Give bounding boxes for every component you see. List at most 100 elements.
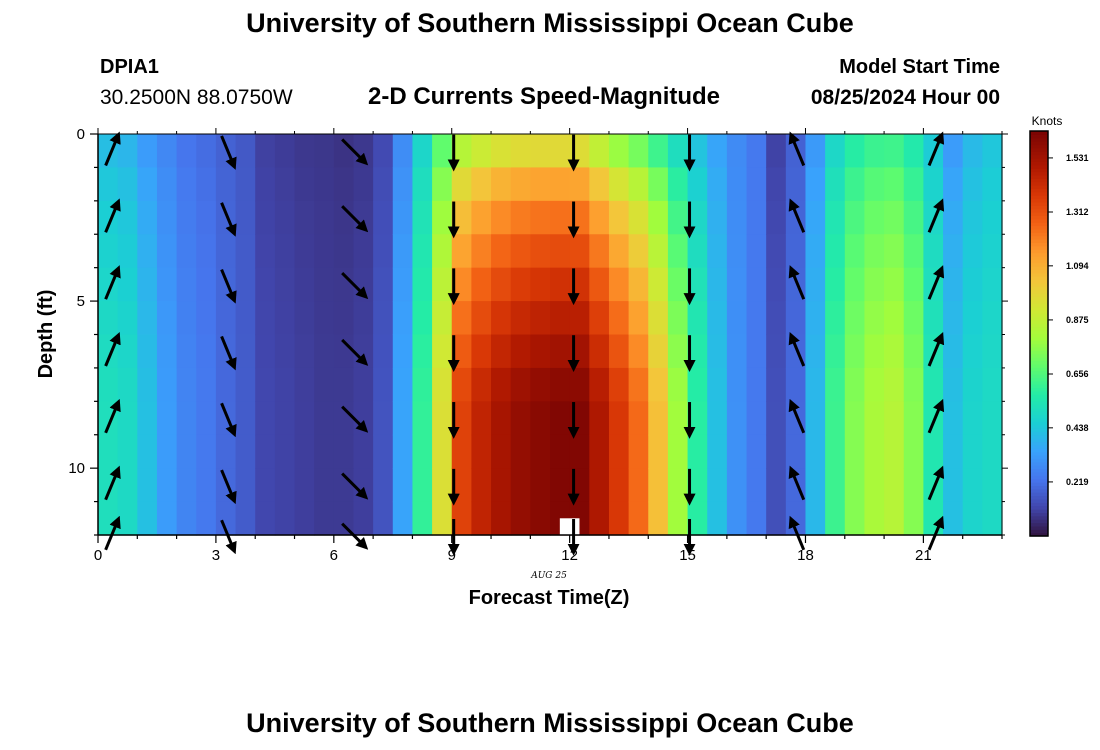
heatmap-cell xyxy=(255,468,276,503)
model-start-value: 08/25/2024 Hour 00 xyxy=(810,86,1000,109)
heatmap-cell xyxy=(196,434,217,469)
heatmap-cell xyxy=(667,434,689,469)
heatmap-cell xyxy=(943,267,964,302)
heatmap-cell xyxy=(353,301,374,336)
heatmap-cell xyxy=(530,267,551,302)
heatmap-cell xyxy=(530,401,551,436)
current-vector-arrow xyxy=(927,398,945,434)
heatmap-cell xyxy=(726,234,748,269)
heatmap-cell xyxy=(962,501,983,536)
colorbar-swatch xyxy=(1030,397,1048,402)
colorbar-tick-label: 1.531 xyxy=(1066,153,1089,163)
heatmap-cell xyxy=(451,367,472,402)
heatmap-cell xyxy=(471,167,492,202)
heatmap-cell xyxy=(392,234,414,269)
heatmap-cell xyxy=(884,334,905,369)
heatmap-cell xyxy=(667,501,689,536)
heatmap-cell xyxy=(608,234,630,269)
heatmap-cell xyxy=(392,434,414,469)
colorbar-swatch xyxy=(1030,509,1048,513)
heatmap-cell xyxy=(235,301,256,336)
colorbar-swatch xyxy=(1030,401,1048,405)
heatmap-cell xyxy=(333,200,355,235)
heatmap-cell xyxy=(274,267,296,302)
colorbar-swatch xyxy=(1030,421,1048,426)
heatmap-cell xyxy=(825,200,846,235)
heatmap-cell xyxy=(844,501,866,536)
colorbar-swatch xyxy=(1030,296,1048,301)
heatmap-cell xyxy=(274,468,296,503)
colorbar-tick-label: 1.094 xyxy=(1066,261,1089,271)
heatmap-cell xyxy=(903,367,924,402)
page-title: University of Southern Mississippi Ocean… xyxy=(246,8,854,38)
heatmap-cell xyxy=(746,234,767,269)
heatmap-cell xyxy=(412,468,433,503)
heatmap-cell xyxy=(667,367,689,402)
heatmap-cell xyxy=(962,301,983,336)
heatmap-cell xyxy=(962,401,983,436)
colorbar-swatch xyxy=(1030,171,1048,176)
colorbar-swatch xyxy=(1030,431,1048,436)
heatmap-cell xyxy=(982,367,1003,402)
heatmap-cell xyxy=(805,267,826,302)
colorbar-swatch xyxy=(1030,225,1048,230)
heatmap-cell xyxy=(412,200,433,235)
heatmap-cell xyxy=(746,401,767,436)
heatmap-cell xyxy=(884,200,905,235)
heatmap-cell xyxy=(294,468,315,503)
colorbar-swatch xyxy=(1030,444,1048,449)
heatmap-cell xyxy=(962,200,983,235)
colorbar-swatch xyxy=(1030,394,1048,399)
colorbar-swatch xyxy=(1030,276,1048,281)
heatmap-cell xyxy=(943,501,964,536)
heatmap-cell xyxy=(589,301,610,336)
heatmap-cell xyxy=(608,134,630,169)
heatmap-cell xyxy=(176,234,197,269)
heatmap-cell xyxy=(844,367,866,402)
heatmap-cell xyxy=(766,334,787,369)
station-id: DPIA1 xyxy=(100,56,159,78)
heatmap-cell xyxy=(648,501,669,536)
heatmap-cell xyxy=(451,434,472,469)
heatmap-cell xyxy=(687,234,708,269)
heatmap-cell xyxy=(608,267,630,302)
current-vector-arrow xyxy=(927,331,945,367)
heatmap-cell xyxy=(117,301,138,336)
heatmap-cell xyxy=(215,367,237,402)
current-vector-arrow xyxy=(104,398,121,434)
heatmap-cell xyxy=(982,501,1003,536)
heatmap-cell xyxy=(117,501,138,536)
colorbar-swatch xyxy=(1030,461,1048,466)
heatmap-cell xyxy=(825,301,846,336)
colorbar-frame xyxy=(1029,130,1049,537)
heatmap-cell xyxy=(294,234,315,269)
heatmap-cell xyxy=(510,367,531,402)
heatmap-cell xyxy=(550,167,571,202)
heatmap-cell xyxy=(628,134,649,169)
current-vector-arrow xyxy=(341,272,369,300)
heatmap-cell xyxy=(766,301,787,336)
colorbar-swatch xyxy=(1030,458,1048,463)
colorbar-swatch xyxy=(1030,522,1048,527)
heatmap-cell xyxy=(707,334,728,369)
colorbar-swatch xyxy=(1030,532,1048,537)
heatmap-cell xyxy=(785,301,807,336)
heatmap-cell xyxy=(117,167,138,202)
heatmap-cell xyxy=(589,134,610,169)
colorbar-swatch xyxy=(1030,201,1048,206)
heatmap-cell xyxy=(903,167,924,202)
heatmap-cell xyxy=(196,401,217,436)
heatmap-cell xyxy=(255,234,276,269)
heatmap-cell xyxy=(982,434,1003,469)
colorbar-swatch xyxy=(1030,488,1048,493)
heatmap-cell xyxy=(923,501,944,536)
heatmap-cell xyxy=(766,234,787,269)
heatmap-cell xyxy=(648,167,669,202)
colorbar-swatch xyxy=(1030,293,1048,297)
heatmap-cell xyxy=(137,501,158,536)
heatmap-cell xyxy=(726,367,748,402)
heatmap-cell xyxy=(943,401,964,436)
heatmap-cell xyxy=(844,267,866,302)
heatmap-cell xyxy=(333,267,355,302)
heatmap-cell xyxy=(412,434,433,469)
